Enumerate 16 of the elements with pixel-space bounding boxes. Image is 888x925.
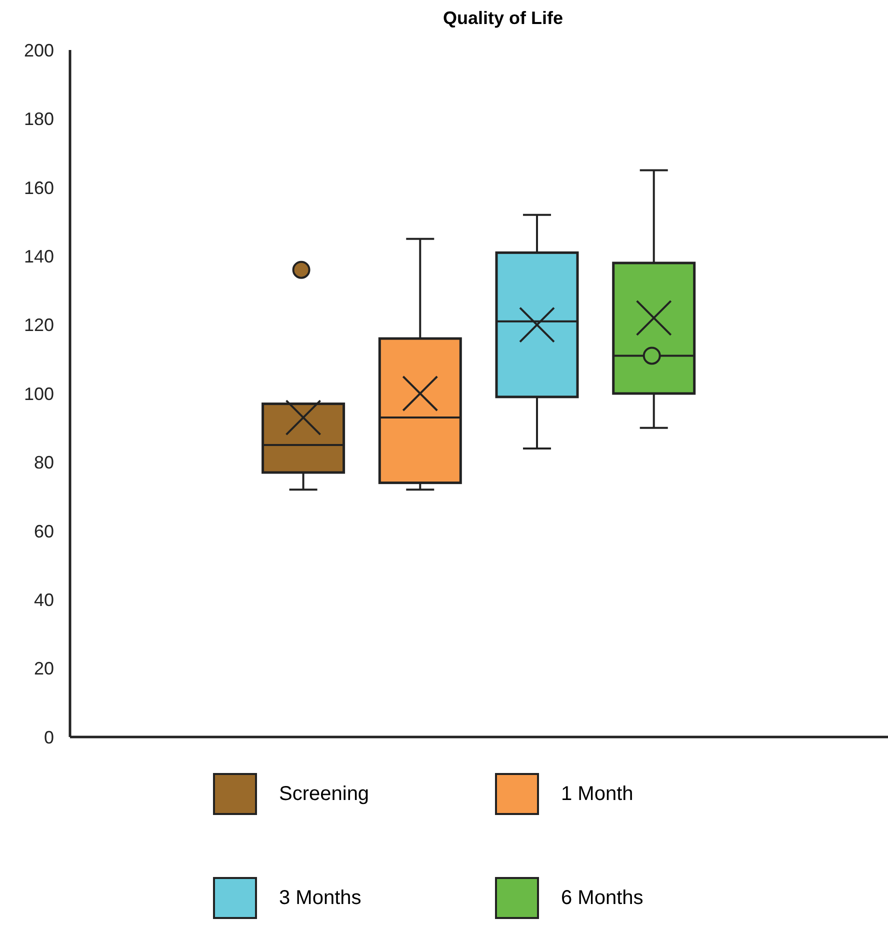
- y-tick-label: 140: [24, 246, 54, 266]
- y-tick-label: 20: [34, 658, 54, 679]
- y-tick-label: 160: [24, 178, 54, 198]
- legend-label: 3 Months: [279, 886, 362, 910]
- chart-title: Quality of Life: [442, 8, 564, 30]
- y-tick-label: 80: [34, 452, 54, 473]
- y-tick-label: 40: [34, 590, 54, 610]
- y-tick-label: 60: [34, 521, 54, 542]
- legend-label: 1 Month: [561, 782, 634, 806]
- legend-label: Screening: [279, 782, 370, 806]
- legend-label: 6 Months: [561, 886, 644, 910]
- y-tick-label: 0: [44, 727, 54, 748]
- y-tick-label: 180: [24, 109, 54, 130]
- y-tick-label: 100: [24, 384, 54, 404]
- y-tick-label: 200: [24, 40, 54, 60]
- y-tick-label: 120: [24, 315, 54, 336]
